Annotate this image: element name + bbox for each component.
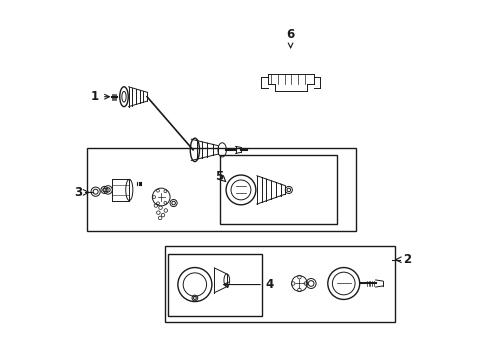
Bar — [168, 255, 262, 316]
Text: 5: 5 — [214, 170, 223, 183]
Text: 1: 1 — [91, 90, 109, 103]
Text: 2: 2 — [402, 253, 410, 266]
Bar — [219, 155, 336, 224]
Bar — [164, 246, 394, 322]
Text: 3: 3 — [74, 186, 82, 199]
Text: 4: 4 — [223, 278, 274, 291]
Bar — [86, 148, 355, 231]
Text: 6: 6 — [286, 28, 294, 48]
